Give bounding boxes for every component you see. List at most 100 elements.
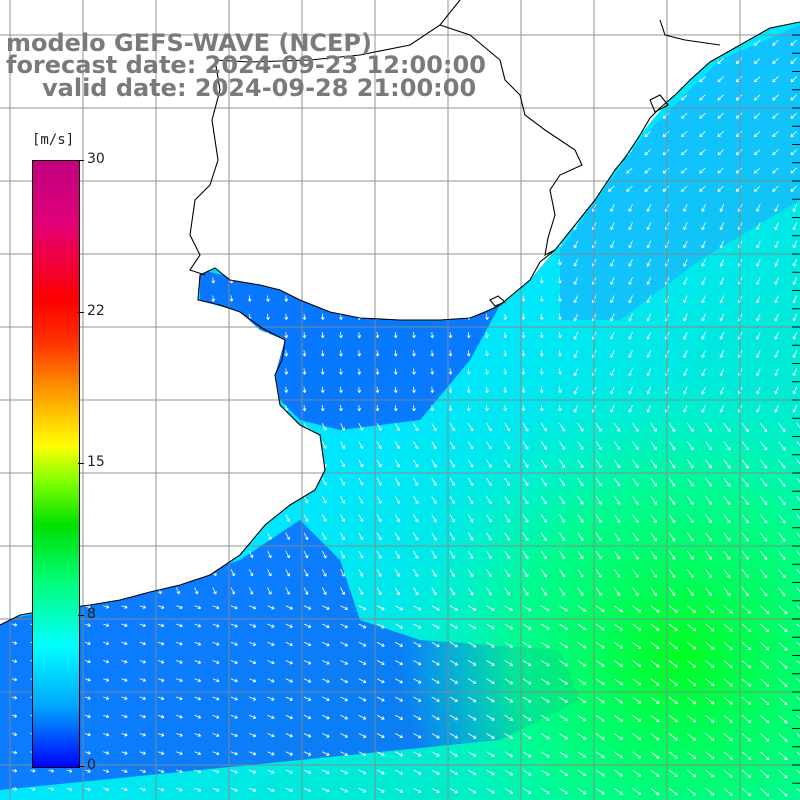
- wind-arrow: [413, 496, 419, 505]
- wind-arrow: [662, 76, 670, 83]
- wind-arrow: [705, 769, 715, 778]
- wind-arrow: [759, 769, 770, 779]
- wind-arrow: [448, 258, 453, 266]
- wind-arrow: [376, 696, 385, 702]
- wind-arrow: [539, 76, 544, 83]
- wind-arrow: [717, 167, 725, 174]
- wind-arrow: [174, 331, 179, 339]
- wind-arrow: [393, 131, 398, 138]
- wind-arrow: [157, 787, 165, 792]
- wind-arrow: [723, 623, 733, 632]
- wind-arrow: [613, 569, 621, 578]
- wind-arrow: [430, 131, 435, 138]
- wind-arrow: [120, 368, 124, 375]
- wind-arrow: [521, 240, 526, 247]
- wind-arrow: [595, 660, 605, 667]
- wind-arrow: [139, 459, 144, 467]
- wind-arrow: [486, 751, 495, 758]
- wind-arrow: [430, 404, 435, 412]
- wind-arrow: [176, 769, 183, 774]
- wind-arrow: [735, 76, 743, 83]
- wind-arrow: [48, 769, 55, 773]
- wind-arrow: [626, 57, 633, 65]
- wind-arrow: [448, 167, 453, 174]
- wind-arrow: [614, 605, 623, 613]
- wind-arrow: [266, 167, 270, 174]
- wind-arrow: [322, 660, 330, 665]
- wind-arrow: [212, 787, 220, 792]
- wind-arrow: [539, 204, 544, 211]
- wind-arrow: [448, 277, 453, 284]
- wind-arrow: [11, 532, 16, 539]
- wind-arrow: [646, 204, 652, 212]
- wind-arrow: [194, 787, 202, 792]
- wind-arrow: [357, 258, 362, 266]
- wind-arrow: [339, 404, 343, 412]
- wind-arrow: [466, 131, 471, 138]
- wind-arrow: [573, 368, 579, 377]
- wind-arrow: [607, 130, 615, 138]
- wind-arrow: [267, 550, 272, 559]
- wind-arrow: [103, 787, 110, 792]
- wind-arrow: [558, 112, 562, 120]
- wind-arrow: [358, 733, 367, 738]
- wind-arrow: [175, 496, 180, 504]
- wind-arrow: [449, 569, 455, 578]
- wind-arrow: [613, 496, 621, 505]
- wind-arrow: [683, 368, 688, 377]
- wind-arrow: [504, 751, 514, 758]
- wind-arrow: [102, 441, 107, 448]
- wind-arrow: [686, 623, 697, 632]
- wind-arrow: [431, 660, 440, 666]
- wind-arrow: [741, 550, 749, 560]
- wind-arrow: [413, 751, 422, 757]
- wind-arrow: [10, 277, 15, 284]
- wind-arrow: [719, 404, 725, 413]
- wind-arrow: [193, 277, 197, 284]
- wind-arrow: [573, 331, 579, 340]
- wind-arrow: [247, 222, 252, 229]
- wind-arrow: [101, 404, 106, 412]
- wind-arrow: [284, 185, 289, 193]
- wind-arrow: [84, 441, 89, 448]
- wind-arrow: [778, 769, 788, 779]
- wind-arrow: [796, 641, 800, 651]
- wind-arrow: [376, 787, 385, 793]
- wind-arrow: [121, 787, 128, 792]
- wind-arrow: [668, 587, 676, 597]
- wind-arrow: [790, 185, 798, 192]
- wind-arrow: [194, 641, 202, 646]
- wind-arrow: [595, 477, 602, 487]
- wind-arrow: [340, 769, 348, 775]
- wind-arrow: [686, 641, 697, 650]
- wind-arrow: [632, 569, 639, 578]
- wind-arrow: [11, 569, 16, 576]
- wind-arrow: [11, 622, 18, 627]
- wind-arrow: [650, 569, 657, 578]
- colorbar-tick-mark: [78, 766, 84, 767]
- wind-arrow: [375, 131, 380, 138]
- wind-arrow: [595, 787, 605, 795]
- wind-arrow: [466, 149, 471, 156]
- wind-arrow: [138, 149, 143, 156]
- wind-arrow: [11, 550, 16, 557]
- wind-arrow: [302, 204, 307, 211]
- wind-arrow: [303, 496, 309, 504]
- wind-arrow: [614, 678, 623, 686]
- wind-arrow: [662, 39, 670, 46]
- forecast-date: forecast date: 2024-09-23 12:00:00: [6, 51, 486, 79]
- wind-arrow: [266, 350, 270, 357]
- wind-arrow: [759, 660, 770, 669]
- wind-arrow: [157, 769, 165, 774]
- wind-arrow: [735, 167, 743, 174]
- wind-arrow: [120, 313, 124, 320]
- wind-arrow: [413, 423, 419, 432]
- wind-arrow: [138, 240, 143, 247]
- wind-arrow: [174, 185, 179, 193]
- wind-arrow: [521, 167, 526, 174]
- wind-arrow: [247, 167, 252, 174]
- wind-arrow: [610, 350, 615, 358]
- wind-arrow: [138, 313, 143, 320]
- wind-arrow: [723, 423, 731, 433]
- wind-arrow: [521, 404, 526, 412]
